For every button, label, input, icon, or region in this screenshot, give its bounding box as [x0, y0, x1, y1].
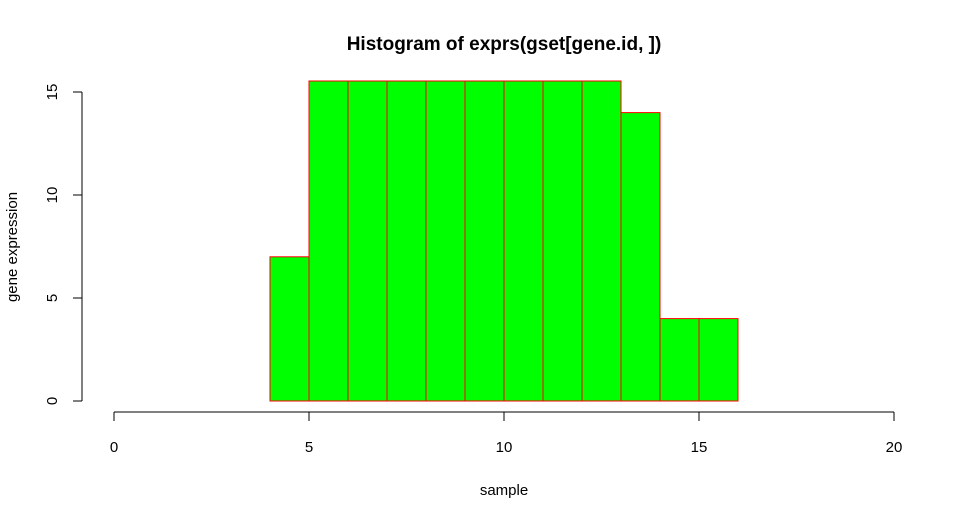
chart-title: Histogram of exprs(gset[gene.id, ]) [347, 34, 662, 55]
histogram-bar [386, 80, 427, 402]
y-tick-label: 0 [44, 397, 61, 405]
x-axis-label: sample [480, 482, 528, 499]
x-tick-label: 0 [110, 439, 118, 456]
histogram-bar [620, 112, 661, 402]
histogram-bars [269, 80, 739, 402]
y-axis-label: gene expression [4, 192, 21, 302]
histogram-bar [503, 80, 544, 402]
histogram-bar [698, 318, 739, 402]
histogram-bar [542, 80, 583, 402]
histogram-bar [464, 80, 505, 402]
x-axis: 0 5 10 15 20 [110, 411, 903, 456]
y-tick-label: 5 [44, 294, 61, 302]
x-tick-label: 15 [691, 439, 708, 456]
x-tick-label: 5 [305, 439, 313, 456]
x-tick-label: 20 [886, 439, 903, 456]
y-tick-label: 15 [44, 84, 61, 101]
histogram-bar [347, 80, 388, 402]
histogram-bar [581, 80, 622, 402]
histogram-bar [308, 80, 349, 402]
x-tick-label: 10 [496, 439, 513, 456]
y-tick-label: 10 [44, 187, 61, 204]
y-axis: 0 5 10 15 [44, 84, 83, 405]
histogram-bar [425, 80, 466, 402]
histogram-bar [269, 256, 310, 402]
histogram-bar [659, 318, 700, 402]
